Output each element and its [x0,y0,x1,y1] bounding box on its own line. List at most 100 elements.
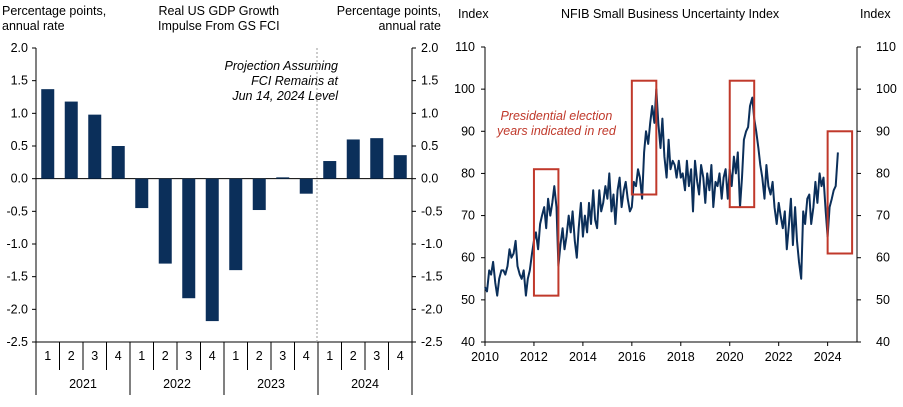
left-ytick-label: 60 [461,251,475,265]
right-ytick-label: 50 [876,293,890,307]
right-ytick-label: -1.0 [421,237,443,251]
left-ytick-label: 0.0 [11,172,28,186]
xtick-label: 2018 [667,350,695,364]
left-ytick-label: 1.5 [11,74,28,88]
right-ytick-label: 40 [876,335,890,349]
quarter-label: 4 [303,349,310,363]
right-ytick-label: 1.5 [421,74,438,88]
left-ytick-label: 70 [461,209,475,223]
left-axis-label-line-1: Percentage points, [2,4,107,18]
xtick-label: 2024 [814,350,842,364]
right-chart-title: NFIB Small Business Uncertainty Index [561,7,780,21]
right-ytick-label: -2.5 [421,335,443,349]
quarter-label: 3 [373,349,380,363]
left-ytick-label: -2.0 [6,302,28,316]
quarter-label: 2 [256,349,263,363]
left-ytick-label: -0.5 [6,204,28,218]
right-ytick-label: 1.0 [421,106,438,120]
election-year-highlight-box [630,79,658,196]
gdp-bar [299,178,313,194]
gdp-bar [346,139,360,179]
quarter-label: 1 [232,349,239,363]
year-label: 2024 [351,377,379,391]
election-annotation-line-2: years indicated in red [497,124,616,138]
left-axis-label-line-2: annual rate [2,19,65,33]
projection-annotation-line-3: Jun 14, 2024 Level [232,89,338,103]
xtick-label: 2016 [618,350,646,364]
right-ytick-label: 100 [876,82,897,96]
election-year-highlight-box [728,79,756,209]
year-label: 2022 [163,377,191,391]
gdp-bar [370,138,384,179]
gdp-bar [205,178,219,322]
gdp-bar [158,178,172,264]
quarter-label: 1 [138,349,145,363]
left-chart-title-line-1: Real US GDP Growth [158,4,280,18]
right-ytick-label: 0.5 [421,139,438,153]
right-ytick-label: -2.0 [421,302,443,316]
gdp-bar [88,114,102,179]
election-annotation-line-1: Presidential election [500,109,613,123]
gdp-impulse-bar-chart: 2.0 2.0 1.5 1.5 1.0 1.0 0.5 0.5 0.0 0.0 -0.5 -0.5 -1… [6,41,443,395]
left-ytick-label: 90 [461,124,475,138]
election-year-highlight-box [532,168,560,297]
quarter-label: 3 [279,349,286,363]
right-ytick-label: 90 [876,124,890,138]
projection-annotation-line-1: Projection Assuming [224,59,338,73]
xtick-label: 2022 [765,350,793,364]
xtick-label: 2012 [520,350,548,364]
quarter-label: 2 [350,349,357,363]
xtick-label: 2020 [716,350,744,364]
gdp-bar [182,178,196,299]
quarter-label: 2 [68,349,75,363]
quarter-label: 1 [326,349,333,363]
left-chart-title-line-2: Impulse From GS FCI [158,19,280,33]
quarter-label: 2 [162,349,169,363]
quarter-label: 4 [115,349,122,363]
xtick-label: 2010 [471,350,499,364]
right-ytick-label: 60 [876,251,890,265]
right-ytick-label: 0.0 [421,172,438,186]
right-ytick-label: -0.5 [421,204,443,218]
gdp-bar [276,177,290,179]
gdp-bar [111,146,125,179]
year-label: 2023 [257,377,285,391]
year-label: 2021 [69,377,97,391]
left-ytick-label: 0.5 [11,139,28,153]
right-chart-left-axis-label: Index [458,7,489,21]
right-ytick-label: 2.0 [421,41,438,55]
projection-annotation: Projection Assuming FCI Remains at Jun 1… [200,59,338,104]
right-chart-right-axis-label: Index [860,7,891,21]
gdp-bar [229,178,243,271]
gdp-bar [135,178,149,209]
left-ytick-label: 40 [461,335,475,349]
election-year-highlight-box [826,130,854,255]
left-chart-title: Real US GDP Growth Impulse From GS FCI [158,4,280,34]
xtick-label: 2014 [569,350,597,364]
quarter-label: 1 [44,349,51,363]
right-axis-label-line-2: annual rate [378,19,441,33]
left-ytick-label: 110 [455,40,475,54]
quarter-label: 4 [209,349,216,363]
right-ytick-label: -1.5 [421,270,443,284]
left-chart-left-axis-label: Percentage points, annual rate [2,4,106,34]
quarter-label: 3 [91,349,98,363]
quarter-label: 3 [185,349,192,363]
right-ytick-label: 80 [876,166,890,180]
left-ytick-label: 50 [461,293,475,307]
gdp-bar [393,155,407,179]
right-ytick-label: 70 [876,209,890,223]
gdp-bar [323,161,337,179]
gdp-bar [252,178,266,211]
left-ytick-label: -1.0 [6,237,28,251]
election-years-annotation: Presidential election years indicated in… [497,109,616,139]
left-ytick-label: 2.0 [11,41,28,55]
right-ytick-label: 110 [876,40,896,54]
gdp-bar [64,101,78,179]
left-ytick-label: -2.5 [6,335,28,349]
right-axis-label-line-1: Percentage points, [336,4,441,18]
left-ytick-label: 80 [461,166,475,180]
quarter-label: 4 [397,349,404,363]
gdp-bar [41,89,55,179]
